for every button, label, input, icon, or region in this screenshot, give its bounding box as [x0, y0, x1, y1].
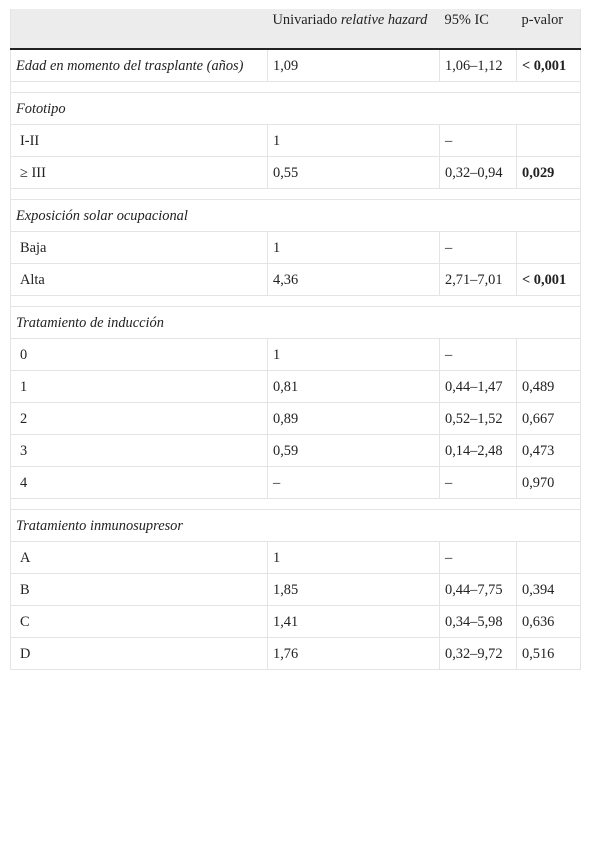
spacer-row [10, 498, 581, 510]
row-ic: 0,44–7,75 [439, 573, 517, 606]
row-ic: 1,06–1,12 [439, 49, 517, 82]
header-variable [10, 9, 268, 50]
section-fototipo: Fototipo [10, 92, 581, 125]
row-pvalue [516, 541, 581, 574]
row-ic: – [439, 541, 517, 574]
spacer-row [10, 188, 581, 200]
section-title: Exposición solar ocupacional [10, 199, 581, 232]
header-ic: 95% IC [439, 9, 517, 50]
header-univariado: Univariado relative hazard [267, 9, 440, 50]
table-row: D 1,76 0,32–9,72 0,516 [10, 637, 581, 670]
row-label: I-II [10, 124, 268, 157]
row-label: 0 [10, 338, 268, 371]
row-label: 2 [10, 402, 268, 435]
header-pvalor: p-valor [516, 9, 581, 50]
header-row: Univariado relative hazard 95% IC p-valo… [10, 9, 581, 50]
row-pvalue: 0,029 [516, 156, 581, 189]
row-label: Baja [10, 231, 268, 264]
section-exposicion: Exposición solar ocupacional [10, 199, 581, 232]
row-pvalue: 0,489 [516, 370, 581, 403]
row-label: 4 [10, 466, 268, 499]
row-value: 4,36 [267, 263, 440, 296]
row-pvalue: 0,667 [516, 402, 581, 435]
row-pvalue: 0,473 [516, 434, 581, 467]
row-pvalue [516, 338, 581, 371]
row-pvalue [516, 124, 581, 157]
table-row: Baja 1 – [10, 231, 581, 264]
row-ic: 0,32–0,94 [439, 156, 517, 189]
table-row: 1 0,81 0,44–1,47 0,489 [10, 370, 581, 403]
section-title: Tratamiento inmunosupresor [10, 509, 581, 542]
table-row: I-II 1 – [10, 124, 581, 157]
section-title: Fototipo [10, 92, 581, 125]
row-label: D [10, 637, 268, 670]
row-value: 1,85 [267, 573, 440, 606]
row-ic: 2,71–7,01 [439, 263, 517, 296]
row-value: 1 [267, 541, 440, 574]
row-pvalue: < 0,001 [516, 49, 581, 82]
table-row: A 1 – [10, 541, 581, 574]
row-label: 1 [10, 370, 268, 403]
row-label: 3 [10, 434, 268, 467]
row-value: 0,89 [267, 402, 440, 435]
row-value: 0,59 [267, 434, 440, 467]
row-value: 0,81 [267, 370, 440, 403]
table-row: 4 – – 0,970 [10, 466, 581, 499]
section-inmunosupresor: Tratamiento inmunosupresor [10, 509, 581, 542]
row-pvalue: 0,516 [516, 637, 581, 670]
row-ic: 0,52–1,52 [439, 402, 517, 435]
table-row: 3 0,59 0,14–2,48 0,473 [10, 434, 581, 467]
spacer-row [10, 81, 581, 93]
row-pvalue: 0,636 [516, 605, 581, 638]
row-label: Edad en momento del trasplante (años) [10, 49, 268, 82]
row-label: Alta [10, 263, 268, 296]
row-pvalue: 0,394 [516, 573, 581, 606]
row-ic: – [439, 466, 517, 499]
row-pvalue: 0,970 [516, 466, 581, 499]
row-label: A [10, 541, 268, 574]
table-row: C 1,41 0,34–5,98 0,636 [10, 605, 581, 638]
row-label: C [10, 605, 268, 638]
row-pvalue: < 0,001 [516, 263, 581, 296]
row-value: 1 [267, 231, 440, 264]
section-induccion: Tratamiento de inducción [10, 306, 581, 339]
table-row: ≥ III 0,55 0,32–0,94 0,029 [10, 156, 581, 189]
row-label: B [10, 573, 268, 606]
row-value: – [267, 466, 440, 499]
row-label: ≥ III [10, 156, 268, 189]
row-value: 1,09 [267, 49, 440, 82]
row-value: 0,55 [267, 156, 440, 189]
table-row-edad: Edad en momento del trasplante (años) 1,… [10, 49, 581, 82]
table-row: Alta 4,36 2,71–7,01 < 0,001 [10, 263, 581, 296]
row-ic: 0,14–2,48 [439, 434, 517, 467]
row-ic: 0,32–9,72 [439, 637, 517, 670]
row-value: 1,41 [267, 605, 440, 638]
table-row: 2 0,89 0,52–1,52 0,667 [10, 402, 581, 435]
section-title: Tratamiento de inducción [10, 306, 581, 339]
row-value: 1 [267, 124, 440, 157]
row-ic: – [439, 124, 517, 157]
row-value: 1,76 [267, 637, 440, 670]
table-row: 0 1 – [10, 338, 581, 371]
results-table: Univariado relative hazard 95% IC p-valo… [10, 9, 581, 670]
row-ic: – [439, 231, 517, 264]
spacer-row [10, 295, 581, 307]
row-ic: 0,34–5,98 [439, 605, 517, 638]
table-row: B 1,85 0,44–7,75 0,394 [10, 573, 581, 606]
row-value: 1 [267, 338, 440, 371]
row-ic: 0,44–1,47 [439, 370, 517, 403]
row-pvalue [516, 231, 581, 264]
row-ic: – [439, 338, 517, 371]
